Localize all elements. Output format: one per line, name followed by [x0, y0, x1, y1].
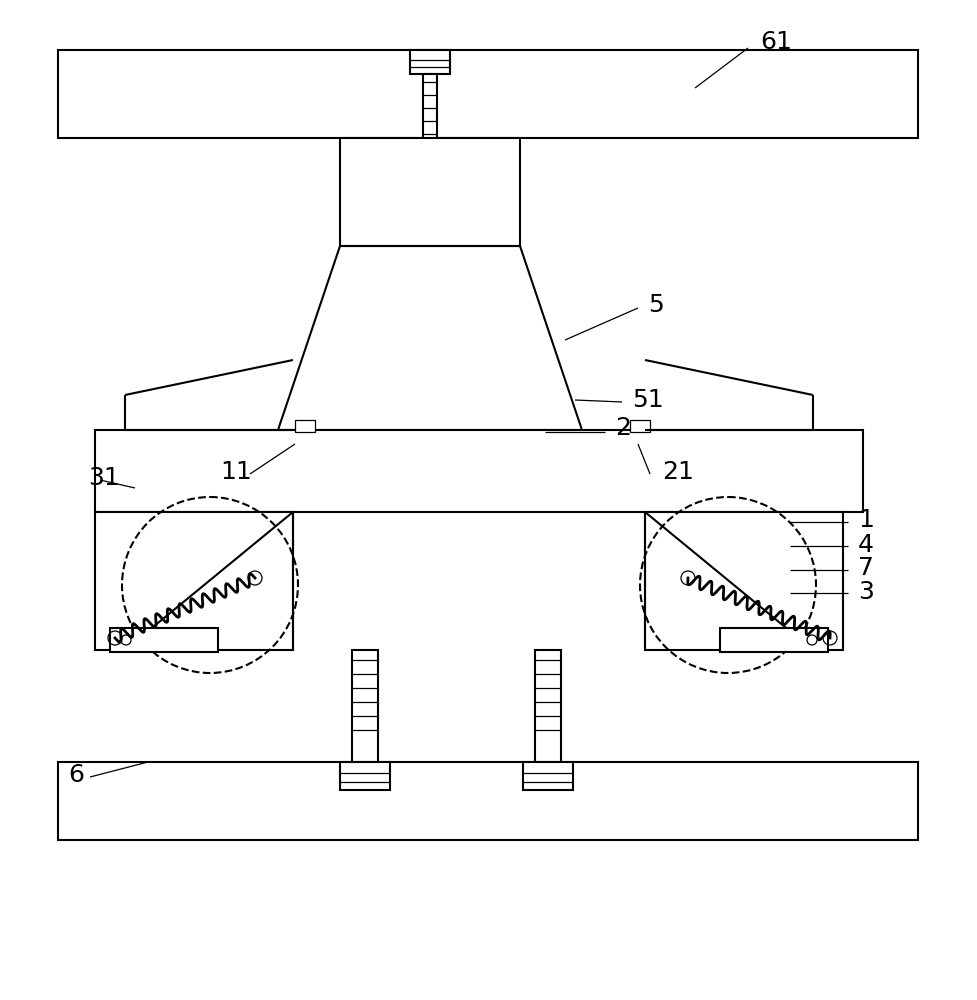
Text: 6: 6 — [68, 763, 84, 787]
Bar — [523, 762, 573, 790]
Bar — [340, 138, 520, 246]
Bar — [58, 50, 918, 138]
Text: 1: 1 — [858, 508, 873, 532]
Text: 31: 31 — [88, 466, 120, 490]
Text: 7: 7 — [858, 556, 873, 580]
Bar — [630, 420, 650, 432]
Text: 21: 21 — [662, 460, 694, 484]
Text: 5: 5 — [648, 293, 663, 317]
Bar — [58, 762, 918, 840]
Bar — [95, 512, 293, 650]
Text: 51: 51 — [632, 388, 663, 412]
Bar — [645, 512, 843, 650]
Bar — [535, 650, 561, 762]
Bar — [340, 762, 390, 790]
Text: 2: 2 — [615, 416, 631, 440]
Bar — [352, 650, 378, 762]
Bar — [720, 628, 828, 652]
Bar — [410, 50, 450, 74]
Text: 3: 3 — [858, 580, 873, 604]
Text: 11: 11 — [220, 460, 252, 484]
Bar — [423, 74, 437, 214]
Bar — [95, 430, 863, 512]
Text: 61: 61 — [760, 30, 792, 54]
Text: 4: 4 — [858, 533, 874, 557]
Bar — [295, 420, 315, 432]
Bar — [110, 628, 218, 652]
